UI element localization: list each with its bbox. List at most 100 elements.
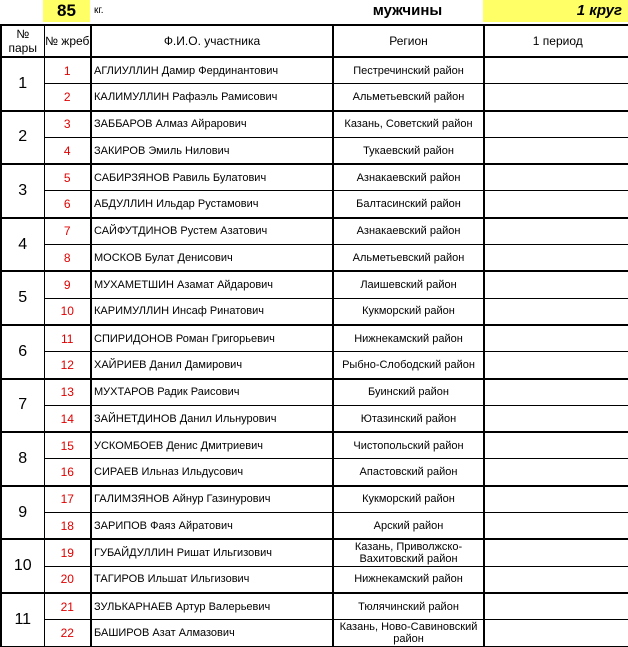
- col-region: Регион: [332, 24, 485, 58]
- period-score-cell[interactable]: [483, 56, 628, 85]
- col-period: 1 период: [483, 24, 628, 58]
- period-score-cell[interactable]: [483, 109, 628, 138]
- table-row: 18 ЗАРИПОВ Фаяз Айратович Арский район: [1, 512, 628, 540]
- col-name: Ф.И.О. участника: [90, 24, 334, 58]
- draw-number: 21: [43, 591, 92, 621]
- draw-number: 4: [43, 136, 92, 165]
- bracket-rows: 1 1 АГЛИУЛЛИН Дамир Фердинантович Пестречин…: [0, 56, 628, 647]
- draw-number: 9: [43, 270, 92, 299]
- bracket-table: № пары № жреб Ф.И.О. участника Регион 1 …: [0, 24, 628, 647]
- col-draw: № жреб: [43, 24, 92, 58]
- draw-number: 11: [43, 323, 92, 353]
- period-score-cell[interactable]: [483, 404, 628, 433]
- athlete-region: Апастовский район: [332, 458, 485, 487]
- gender-label: мужчины: [372, 2, 443, 19]
- pair-number: 7: [0, 377, 45, 433]
- athlete-region: Казань, Ново-Савиновский район: [332, 619, 485, 647]
- table-row: 16 СИРАЕВ Ильназ Ильдусович Апастовский ра…: [1, 458, 628, 487]
- round-label: 1 круг: [483, 0, 628, 22]
- athlete-region: Кукморский район: [332, 297, 485, 326]
- weight-unit: кг.: [94, 5, 104, 16]
- draw-number: 17: [43, 484, 92, 514]
- athlete-name: ЗАББАРОВ Алмаз Айрарович: [90, 109, 334, 138]
- draw-number: 8: [43, 244, 92, 272]
- period-score-cell[interactable]: [483, 244, 628, 272]
- period-score-cell[interactable]: [483, 351, 628, 380]
- athlete-region: Нижнекамский район: [332, 323, 485, 353]
- draw-number: 15: [43, 431, 92, 460]
- draw-number: 22: [43, 619, 92, 647]
- draw-number: 12: [43, 351, 92, 380]
- athlete-name: ХАЙРИЕВ Данил Дамирович: [90, 351, 334, 380]
- period-score-cell[interactable]: [483, 136, 628, 165]
- period-score-cell[interactable]: [483, 512, 628, 540]
- athlete-name: ТАГИРОВ Ильшат Ильгизович: [90, 565, 334, 594]
- pair-number: 8: [0, 431, 45, 487]
- table-row: 12 ХАЙРИЕВ Данил Дамирович Рыбно-Слободски…: [1, 351, 628, 380]
- period-score-cell[interactable]: [483, 619, 628, 647]
- table-row: 11 21 ЗУЛЬКАРНАЕВ Артур Валерьевич Тюлячинс…: [0, 591, 628, 647]
- athlete-name: САБИРЗЯНОВ Равиль Булатович: [90, 163, 334, 192]
- pair-number: 1: [0, 56, 45, 112]
- period-score-cell[interactable]: [483, 190, 628, 219]
- draw-number: 2: [43, 83, 92, 112]
- pair-number: 3: [0, 163, 45, 219]
- pair-number: 11: [0, 591, 45, 647]
- athlete-region: Рыбно-Слободский район: [332, 351, 485, 380]
- pair-number: 6: [0, 323, 45, 380]
- athlete-region: Лаишевский район: [332, 270, 485, 299]
- period-score-cell[interactable]: [483, 591, 628, 621]
- period-score-cell[interactable]: [483, 458, 628, 487]
- table-row: 6 11 СПИРИДОНОВ Роман Григорьевич Нижнекамс…: [0, 323, 628, 380]
- athlete-name: ЗАКИРОВ Эмиль Нилович: [90, 136, 334, 165]
- period-score-cell[interactable]: [483, 431, 628, 460]
- athlete-name: КАРИМУЛЛИН Инсаф Ринатович: [90, 297, 334, 326]
- period-score-cell[interactable]: [483, 538, 628, 567]
- table-row: 1 1 АГЛИУЛЛИН Дамир Фердинантович Пестречин…: [0, 56, 628, 112]
- round-text: 1 круг: [576, 2, 622, 19]
- table-row: 8 15 УСКОМБОЕВ Денис Дмитриевич Чистопольск…: [0, 431, 628, 487]
- draw-number: 1: [43, 56, 92, 85]
- weight-category: 85: [43, 0, 90, 22]
- pair-number: 5: [0, 270, 45, 326]
- table-row: 6 АБДУЛЛИН Ильдар Рустамович Балтасинский …: [1, 190, 628, 219]
- draw-number: 5: [43, 163, 92, 192]
- table-row: 9 17 ГАЛИМЗЯНОВ Айнур Газинурович Кукморски…: [0, 484, 628, 540]
- table-row: 10 КАРИМУЛЛИН Инсаф Ринатович Кукморский р…: [1, 297, 628, 326]
- period-score-cell[interactable]: [483, 565, 628, 594]
- table-row: 7 13 МУХТАРОВ Радик Раисович Буинский район: [0, 377, 628, 433]
- table-row: 8 МОСКОВ Булат Денисович Альметьевский рай…: [1, 244, 628, 272]
- athlete-name: САЙФУТДИНОВ Рустем Азатович: [90, 216, 334, 246]
- athlete-name: МУХАМЕТШИН Азамат Айдарович: [90, 270, 334, 299]
- draw-number: 7: [43, 216, 92, 246]
- athlete-region: Казань, Советский район: [332, 109, 485, 138]
- col-pair: № пары: [0, 24, 45, 58]
- pair-number: 9: [0, 484, 45, 540]
- draw-number: 14: [43, 404, 92, 433]
- athlete-name: МОСКОВ Булат Денисович: [90, 244, 334, 272]
- athlete-name: СПИРИДОНОВ Роман Григорьевич: [90, 323, 334, 353]
- pair-number: 4: [0, 216, 45, 272]
- athlete-name: УСКОМБОЕВ Денис Дмитриевич: [90, 431, 334, 460]
- table-row: 22 БАШИРОВ Азат Алмазович Казань, Ново-Сав…: [1, 619, 628, 647]
- athlete-region: Кукморский район: [332, 484, 485, 514]
- period-score-cell[interactable]: [483, 216, 628, 246]
- table-row: 3 5 САБИРЗЯНОВ Равиль Булатович Азнакаевски…: [0, 163, 628, 219]
- draw-number: 10: [43, 297, 92, 326]
- period-score-cell[interactable]: [483, 83, 628, 112]
- athlete-name: ЗАЙНЕТДИНОВ Данил Ильнурович: [90, 404, 334, 433]
- athlete-region: Чистопольский район: [332, 431, 485, 460]
- period-score-cell[interactable]: [483, 323, 628, 353]
- table-row: 2 КАЛИМУЛЛИН Рафаэль Рамисович Альметьевск…: [1, 83, 628, 112]
- athlete-name: АГЛИУЛЛИН Дамир Фердинантович: [90, 56, 334, 85]
- title-bar: 85 кг. мужчины 1 круг: [0, 0, 628, 24]
- athlete-name: ГУБАЙДУЛЛИН Ришат Ильгизович: [90, 538, 334, 567]
- period-score-cell[interactable]: [483, 270, 628, 299]
- period-score-cell[interactable]: [483, 484, 628, 514]
- athlete-name: ЗУЛЬКАРНАЕВ Артур Валерьевич: [90, 591, 334, 621]
- period-score-cell[interactable]: [483, 377, 628, 406]
- draw-number: 16: [43, 458, 92, 487]
- period-score-cell[interactable]: [483, 297, 628, 326]
- athlete-name: БАШИРОВ Азат Алмазович: [90, 619, 334, 647]
- period-score-cell[interactable]: [483, 163, 628, 192]
